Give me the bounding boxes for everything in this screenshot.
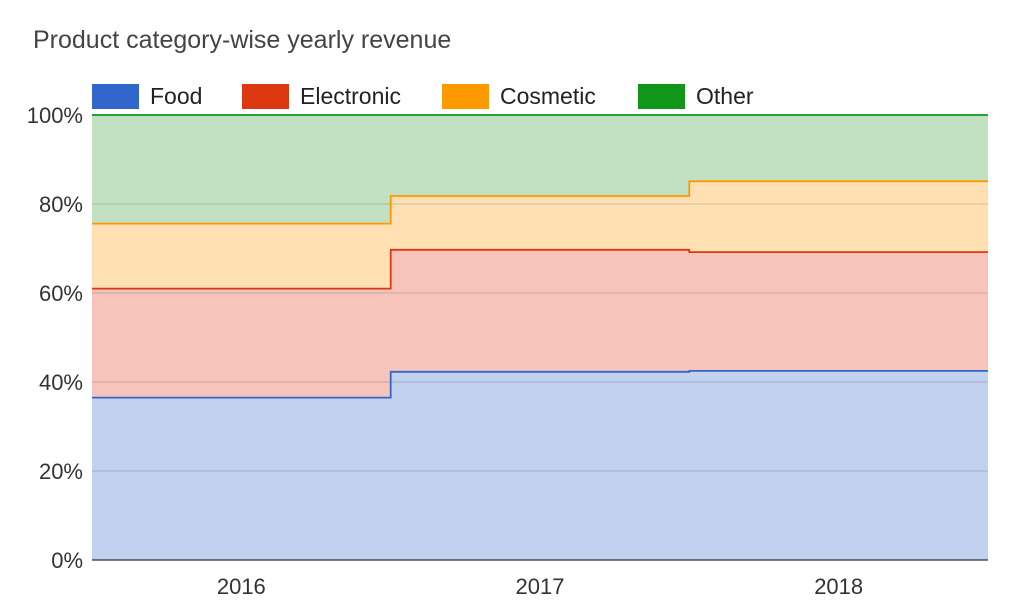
area-cosmetic[interactable] [92,181,988,289]
y-axis-ticks: 0% 20% 40% 60% 80% 100% [27,103,83,573]
legend-item-food[interactable]: Food [92,83,202,109]
legend-swatch [92,84,139,109]
area-electronic[interactable] [92,249,988,398]
legend-label: Electronic [300,83,401,109]
legend-item-cosmetic[interactable]: Cosmetic [442,83,596,109]
area-food[interactable] [92,370,988,560]
y-tick-label: 100% [27,103,83,128]
series-lines [92,114,988,399]
area-other[interactable] [92,115,988,224]
y-tick-label: 80% [39,192,83,217]
line-cosmetic [92,180,988,225]
line-food [92,370,988,399]
legend-swatch [442,84,489,109]
legend-item-other[interactable]: Other [638,83,754,109]
gridlines [92,203,988,472]
x-axis-ticks: 2016 2017 2018 [217,574,863,599]
x-tick-label: 2018 [814,574,863,599]
y-tick-label: 40% [39,370,83,395]
line-electronic [92,248,988,290]
legend-label: Food [150,83,202,109]
x-tick-label: 2016 [217,574,266,599]
legend[interactable]: Food Electronic Cosmetic Other [92,83,754,109]
chart-title: Product category-wise yearly revenue [33,26,451,54]
y-tick-label: 20% [39,459,83,484]
area-series-group [92,115,988,560]
legend-swatch [242,84,289,109]
y-tick-label: 60% [39,281,83,306]
legend-item-electronic[interactable]: Electronic [242,83,401,109]
x-tick-label: 2017 [516,574,565,599]
legend-swatch [638,84,685,109]
legend-label: Cosmetic [500,83,596,109]
legend-label: Other [696,83,754,109]
y-tick-label: 0% [51,548,83,573]
